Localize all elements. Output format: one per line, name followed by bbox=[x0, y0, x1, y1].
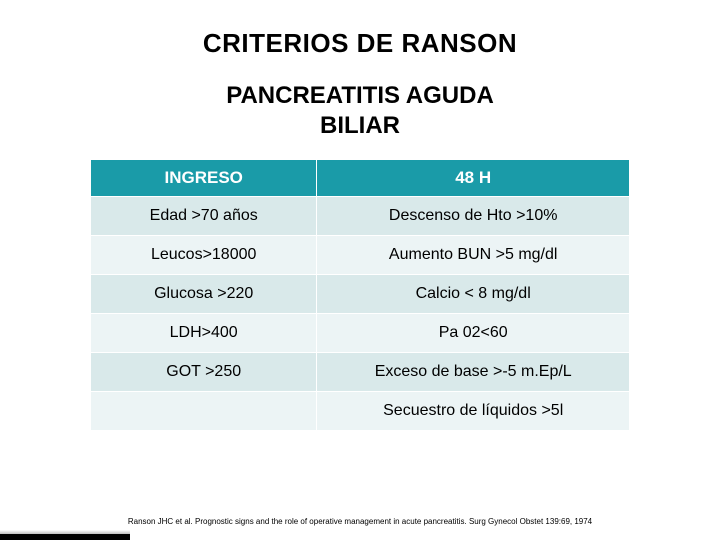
criteria-table: INGRESO 48 H Edad >70 añosDescenso de Ht… bbox=[90, 159, 630, 431]
cell-48h: Descenso de Hto >10% bbox=[317, 197, 630, 236]
criteria-table-wrap: INGRESO 48 H Edad >70 añosDescenso de Ht… bbox=[90, 159, 630, 431]
table-row: Secuestro de líquidos >5l bbox=[91, 392, 630, 431]
table-header-row: INGRESO 48 H bbox=[91, 160, 630, 197]
column-header-48h: 48 H bbox=[317, 160, 630, 197]
cell-ingreso: LDH>400 bbox=[91, 314, 317, 353]
cell-ingreso: Glucosa >220 bbox=[91, 275, 317, 314]
table-row: LDH>400Pa 02<60 bbox=[91, 314, 630, 353]
table-row: Glucosa >220Calcio < 8 mg/dl bbox=[91, 275, 630, 314]
table-row: GOT >250Exceso de base >-5 m.Ep/L bbox=[91, 353, 630, 392]
cell-48h: Pa 02<60 bbox=[317, 314, 630, 353]
citation-text: Ranson JHC et al. Prognostic signs and t… bbox=[0, 517, 720, 526]
table-body: Edad >70 añosDescenso de Hto >10%Leucos>… bbox=[91, 197, 630, 431]
column-header-ingreso: INGRESO bbox=[91, 160, 317, 197]
cell-48h: Calcio < 8 mg/dl bbox=[317, 275, 630, 314]
cell-ingreso bbox=[91, 392, 317, 431]
cell-ingreso: Leucos>18000 bbox=[91, 236, 317, 275]
table-row: Edad >70 añosDescenso de Hto >10% bbox=[91, 197, 630, 236]
subtitle-line1: PANCREATITIS AGUDA bbox=[226, 82, 494, 109]
cell-48h: Secuestro de líquidos >5l bbox=[317, 392, 630, 431]
cell-48h: Exceso de base >-5 m.Ep/L bbox=[317, 353, 630, 392]
cell-48h: Aumento BUN >5 mg/dl bbox=[317, 236, 630, 275]
table-row: Leucos>18000Aumento BUN >5 mg/dl bbox=[91, 236, 630, 275]
subtitle-line2: BILIAR bbox=[320, 112, 400, 139]
slide-subtitle: PANCREATITIS AGUDA BILIAR bbox=[0, 81, 720, 141]
slide: CRITERIOS DE RANSON PANCREATITIS AGUDA B… bbox=[0, 0, 720, 540]
cell-ingreso: Edad >70 años bbox=[91, 197, 317, 236]
accent-line bbox=[0, 534, 130, 540]
slide-title: CRITERIOS DE RANSON bbox=[0, 0, 720, 59]
cell-ingreso: GOT >250 bbox=[91, 353, 317, 392]
